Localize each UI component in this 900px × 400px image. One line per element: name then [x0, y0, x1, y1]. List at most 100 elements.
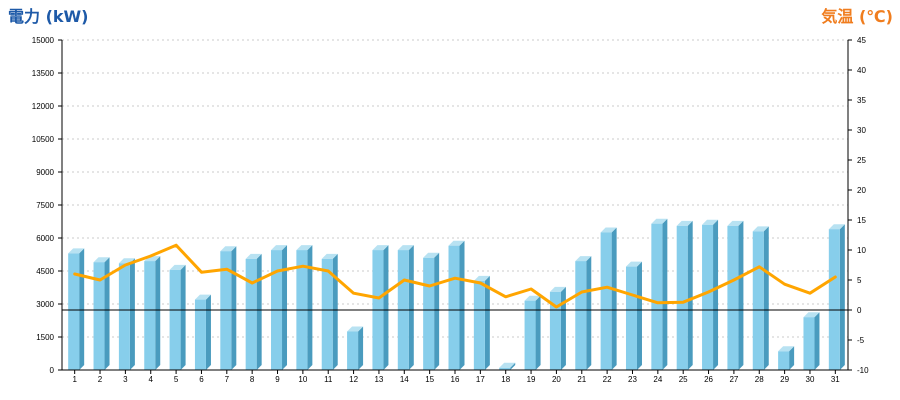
x-tick-label: 20 [552, 375, 561, 384]
temperature-point [834, 275, 837, 279]
power-bar-front [68, 253, 80, 370]
power-bar-top [397, 245, 414, 251]
power-bar-side [180, 264, 186, 370]
x-tick-label: 23 [628, 375, 637, 384]
left-tick-label: 6000 [36, 234, 54, 243]
x-tick-label: 1 [72, 375, 77, 384]
power-bar-front [651, 223, 663, 370]
temperature-point [200, 271, 203, 274]
power-bar-top [423, 252, 440, 258]
power-bar-front [499, 367, 511, 370]
temperature-point [631, 293, 634, 297]
power-bar-side [535, 295, 541, 370]
power-bar-side [510, 362, 516, 370]
power-bar-front [524, 300, 536, 370]
power-bar-front [144, 261, 156, 370]
x-tick-label: 27 [729, 375, 738, 384]
temperature-point [403, 278, 406, 282]
power-bar-side [332, 253, 338, 370]
power-bar-top [194, 294, 211, 300]
temperature-point [783, 283, 786, 286]
power-bar [372, 245, 389, 370]
tick-labels: 0 1500 3000 4500 6000 7500 9000 10500 12000 13500… [32, 36, 869, 384]
power-bar-side [636, 261, 642, 370]
left-tick-label: 12000 [32, 102, 55, 111]
x-tick-label: 21 [577, 375, 586, 384]
power-bar-side [687, 220, 693, 370]
power-bar [625, 261, 642, 370]
left-tick-label: 10500 [32, 135, 55, 144]
power-bar-front [347, 331, 359, 370]
right-tick-label: 25 [857, 156, 866, 165]
power-bar [397, 245, 414, 370]
right-tick-label: 20 [857, 186, 866, 195]
power-bar-top [752, 226, 769, 232]
x-tick-label: 18 [501, 375, 510, 384]
power-bar [600, 227, 617, 370]
temperature-point [681, 301, 685, 304]
power-bar-side [484, 275, 490, 370]
power-bar-top [271, 245, 288, 251]
x-tick-label: 19 [527, 375, 536, 384]
power-bar-side [789, 346, 795, 370]
power-bar-top [828, 224, 845, 230]
x-tick-label: 15 [425, 375, 434, 384]
x-tick-label: 5 [174, 375, 179, 384]
left-tick-label: 15000 [32, 36, 55, 45]
power-bar-top [296, 245, 313, 251]
power-bar [423, 252, 440, 370]
x-tick-label: 13 [374, 375, 383, 384]
x-tick-label: 12 [349, 375, 358, 384]
temperature-line [73, 243, 837, 309]
right-tick-label: 10 [857, 246, 866, 255]
power-bar-side [459, 240, 465, 370]
power-bar-front [575, 261, 587, 370]
power-bar [347, 326, 364, 370]
power-bar-side [307, 245, 313, 370]
power-bar-side [231, 246, 237, 370]
power-bar-side [282, 245, 288, 370]
left-tick-label: 4500 [36, 267, 54, 276]
power-bar-front [194, 299, 206, 370]
temperature-point [327, 269, 330, 273]
x-tick-label: 30 [806, 375, 815, 384]
temperature-point [73, 272, 76, 276]
x-tick-label: 22 [603, 375, 612, 384]
power-bar [727, 220, 744, 370]
power-bar [499, 362, 516, 370]
right-axis-title: 気温 (℃) [821, 7, 893, 26]
power-bar-front [473, 280, 485, 370]
temperature-point [124, 263, 127, 267]
power-bar-top [702, 219, 719, 225]
power-bar-side [104, 257, 110, 370]
power-bar-top [727, 220, 744, 226]
power-bar-top [220, 246, 237, 252]
power-bar-top [68, 248, 85, 254]
temperature-point [504, 295, 507, 298]
temperature-point [529, 287, 533, 291]
right-tick-label: 35 [857, 96, 866, 105]
power-bar [245, 253, 262, 370]
power-bar-front [600, 232, 612, 370]
power-bar-top [676, 220, 693, 226]
x-tick-label: 7 [225, 375, 230, 384]
power-bar-side [358, 326, 364, 370]
x-tick-label: 17 [476, 375, 485, 384]
power-bar-front [803, 317, 815, 370]
power-bar-top [803, 312, 820, 318]
power-bar-side [79, 248, 85, 370]
power-bar-top [347, 326, 364, 332]
x-tick-label: 6 [199, 375, 204, 384]
power-bar-front [423, 257, 435, 370]
temperature-point [225, 268, 229, 271]
power-bar-top [448, 240, 465, 246]
power-bar-top [524, 295, 541, 301]
right-tick-label: -10 [857, 366, 869, 375]
power-bar [194, 294, 211, 370]
power-bar-front [549, 291, 561, 370]
right-tick-label: 15 [857, 216, 866, 225]
power-bar [448, 240, 465, 370]
right-tick-label: 40 [857, 66, 866, 75]
power-bar [702, 219, 719, 370]
power-bar [828, 224, 845, 370]
